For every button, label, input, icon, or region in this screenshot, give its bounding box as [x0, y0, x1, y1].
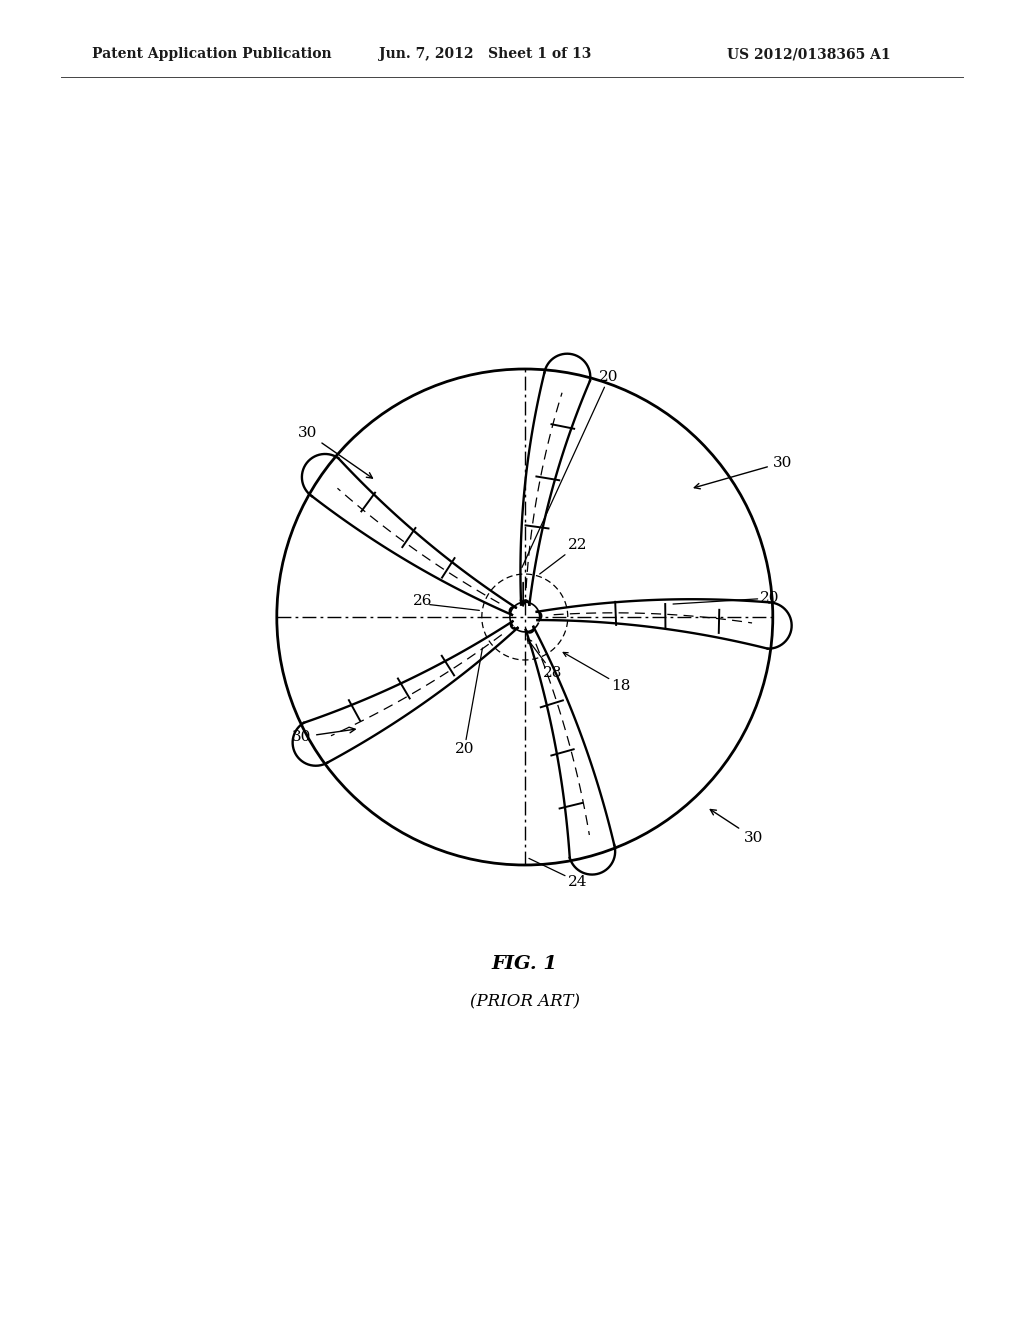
Text: Jun. 7, 2012   Sheet 1 of 13: Jun. 7, 2012 Sheet 1 of 13: [379, 48, 591, 61]
Text: 20: 20: [522, 371, 618, 568]
Text: 20: 20: [455, 648, 482, 756]
Text: 30: 30: [694, 455, 793, 488]
Text: FIG. 1: FIG. 1: [492, 956, 558, 973]
Text: 30: 30: [297, 426, 373, 478]
Text: 22: 22: [540, 539, 588, 574]
Text: 30: 30: [292, 727, 355, 744]
Text: (PRIOR ART): (PRIOR ART): [470, 993, 580, 1010]
Text: 20: 20: [673, 591, 780, 605]
Text: Patent Application Publication: Patent Application Publication: [92, 48, 332, 61]
Text: 24: 24: [529, 858, 588, 888]
Text: 28: 28: [527, 639, 562, 680]
Text: US 2012/0138365 A1: US 2012/0138365 A1: [727, 48, 891, 61]
Text: 30: 30: [711, 809, 763, 845]
Text: 18: 18: [563, 652, 631, 693]
Text: 26: 26: [414, 594, 433, 607]
